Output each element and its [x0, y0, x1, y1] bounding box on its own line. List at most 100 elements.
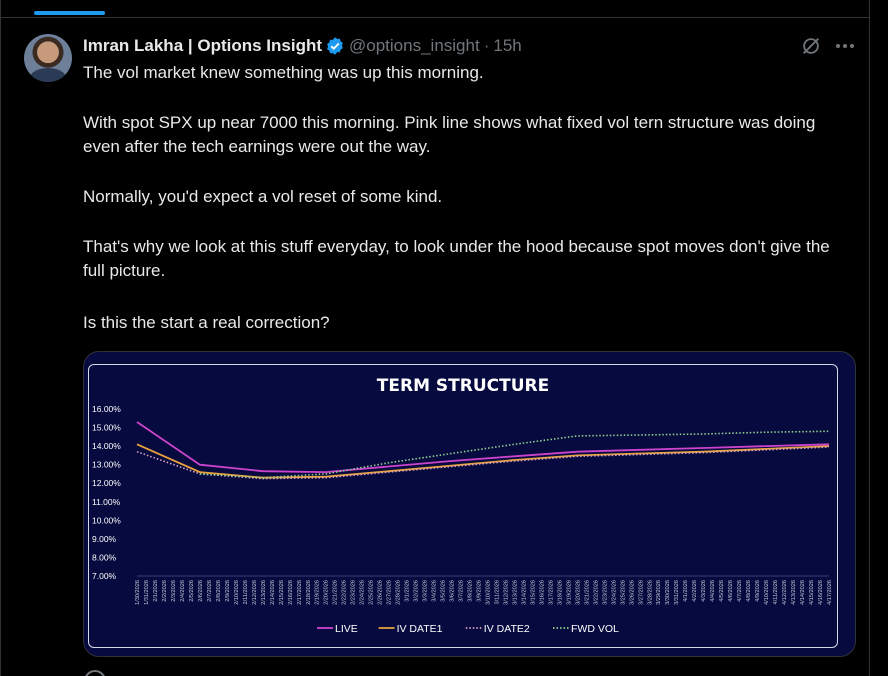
legend-entry: FWD VOL — [571, 623, 619, 635]
x-tick-label: 3/20/2026 — [575, 580, 581, 605]
series-line-iv-date1 — [136, 443, 830, 479]
x-tick-label: 4/5/2026 — [719, 580, 725, 602]
x-tick-label: 2/7/2026 — [207, 580, 213, 602]
x-tick-label: 2/5/2026 — [189, 580, 195, 602]
x-tick-label: 3/21/2026 — [584, 580, 590, 605]
x-tick-label: 3/25/2026 — [620, 580, 626, 605]
x-tick-label: 2/19/2026 — [315, 580, 321, 605]
series-line-live — [136, 421, 830, 474]
x-tick-label: 2/12/2026 — [252, 580, 258, 605]
x-tick-label: 2/13/2026 — [261, 580, 267, 605]
x-tick-label: 3/22/2026 — [593, 580, 599, 605]
x-tick-label: 4/15/2026 — [809, 580, 815, 605]
x-tick-label: 2/23/2026 — [351, 580, 357, 605]
tweet-media-image[interactable]: TERM STRUCTURE 16.00% 15.00% 14.00% 13.00% 12… — [83, 351, 856, 657]
x-tick-label: 4/12/2026 — [782, 580, 788, 605]
x-tick-label: 3/12/2026 — [503, 580, 509, 605]
tweet-top-divider — [0, 17, 870, 18]
x-tick-label: 2/16/2026 — [288, 580, 294, 605]
x-tick-label: 3/6/2026 — [450, 580, 456, 602]
x-tick-label: 3/11/2026 — [494, 580, 500, 604]
tweet-paragraph-4: That's why we look at this stuff everyda… — [83, 237, 830, 280]
x-tick-label: 4/13/2026 — [791, 580, 797, 605]
y-tick-label: 7.00% — [92, 571, 117, 581]
legend-entry: LIVE — [335, 623, 358, 635]
x-tick-label: 3/30/2026 — [665, 580, 671, 605]
x-tick-label: 3/18/2026 — [557, 580, 563, 605]
x-tick-label: 1/31/2026 — [144, 580, 150, 605]
x-tick-label: 2/9/2026 — [225, 580, 231, 602]
series-line-fwd-vol — [199, 430, 830, 479]
x-tick-label: 4/17/2026 — [827, 580, 833, 605]
y-tick-label: 9.00% — [92, 534, 117, 544]
x-tick-label: 3/24/2026 — [611, 580, 617, 605]
tweet-timestamp[interactable]: 15h — [493, 36, 522, 55]
x-tick-label: 3/13/2026 — [512, 580, 518, 605]
x-tick-label: 2/6/2026 — [198, 580, 204, 602]
x-tick-label: 3/7/2026 — [459, 580, 465, 602]
grok-icon[interactable] — [800, 35, 822, 57]
x-tick-label: 2/21/2026 — [333, 580, 339, 605]
active-tab-indicator — [34, 11, 105, 15]
x-tick-label: 3/28/2026 — [647, 580, 653, 605]
author-name[interactable]: Imran Lakha | Options Insight — [83, 36, 323, 55]
x-tick-label: 2/27/2026 — [387, 580, 393, 605]
x-tick-label: 3/2/2026 — [414, 580, 420, 602]
x-tick-label: 2/15/2026 — [279, 580, 285, 605]
x-tick-label: 3/10/2026 — [485, 580, 491, 605]
avatar-shirt — [30, 68, 66, 82]
x-tick-label: 3/19/2026 — [566, 580, 572, 605]
x-tick-label: 4/1/2026 — [683, 580, 689, 602]
y-tick-label: 10.00% — [92, 515, 121, 525]
x-tick-label: 3/31/2026 — [674, 580, 680, 605]
x-tick-label: 3/5/2026 — [441, 580, 447, 602]
x-tick-label: 3/15/2026 — [530, 580, 536, 605]
x-tick-label: 4/7/2026 — [737, 580, 743, 602]
x-tick-label: 2/14/2026 — [270, 580, 276, 605]
x-tick-label: 3/27/2026 — [638, 580, 644, 605]
x-tick-label: 3/3/2026 — [423, 580, 429, 602]
reply-avatar — [84, 670, 106, 676]
timeline-right-border — [869, 0, 870, 676]
x-tick-label: 2/28/2026 — [396, 580, 402, 605]
author-avatar[interactable] — [24, 34, 72, 82]
tweet-paragraph-2: With spot SPX up near 7000 this morning.… — [83, 113, 816, 156]
x-tick-label: 2/20/2026 — [324, 580, 330, 605]
x-tick-label: 2/8/2026 — [216, 580, 222, 602]
x-tick-label: 1/30/2026 — [135, 580, 141, 605]
x-tick-label: 2/11/2026 — [243, 580, 249, 604]
x-tick-label: 2/3/2026 — [171, 580, 177, 602]
y-tick-label: 11.00% — [92, 497, 121, 507]
legend-entry: IV DATE1 — [397, 623, 443, 635]
x-tick-label: 2/18/2026 — [306, 580, 312, 605]
x-tick-label: 2/4/2026 — [180, 580, 186, 602]
author-handle[interactable]: @options_insight — [349, 36, 480, 55]
chart-frame: TERM STRUCTURE 16.00% 15.00% 14.00% 13.00% 12… — [88, 364, 838, 648]
x-tick-label: 4/4/2026 — [710, 580, 716, 602]
verified-badge-icon[interactable] — [325, 36, 345, 56]
x-tick-label: 4/8/2026 — [746, 580, 752, 602]
x-tick-label: 3/14/2026 — [521, 580, 527, 605]
x-tick-label: 2/25/2026 — [369, 580, 375, 605]
x-tick-label: 4/10/2026 — [764, 580, 770, 605]
x-tick-label: 3/26/2026 — [629, 580, 635, 605]
y-tick-label: 12.00% — [92, 478, 121, 488]
tweet-paragraph-1: The vol market knew something was up thi… — [83, 63, 484, 82]
term-structure-chart: TERM STRUCTURE 16.00% 15.00% 14.00% 13.00% 12… — [92, 376, 833, 635]
x-tick-label: 4/3/2026 — [701, 580, 707, 602]
header-separator: · — [483, 36, 490, 55]
tweet-header: Imran Lakha | Options Insight @options_i… — [83, 34, 522, 58]
more-options-icon[interactable] — [834, 36, 856, 56]
x-tick-label: 2/17/2026 — [297, 580, 303, 605]
x-tick-label: 4/6/2026 — [728, 580, 734, 602]
x-tick-label: 4/16/2026 — [818, 580, 824, 605]
x-tick-label: 2/24/2026 — [360, 580, 366, 605]
x-tick-label: 3/4/2026 — [432, 580, 438, 602]
x-tick-label: 4/2/2026 — [692, 580, 698, 602]
y-tick-label: 15.00% — [92, 423, 121, 433]
legend-entry: IV DATE2 — [484, 623, 530, 635]
x-tick-label: 3/9/2026 — [477, 580, 483, 602]
x-tick-label: 3/29/2026 — [656, 580, 662, 605]
timeline-left-border — [0, 0, 1, 676]
x-tick-label: 3/1/2026 — [405, 580, 411, 602]
